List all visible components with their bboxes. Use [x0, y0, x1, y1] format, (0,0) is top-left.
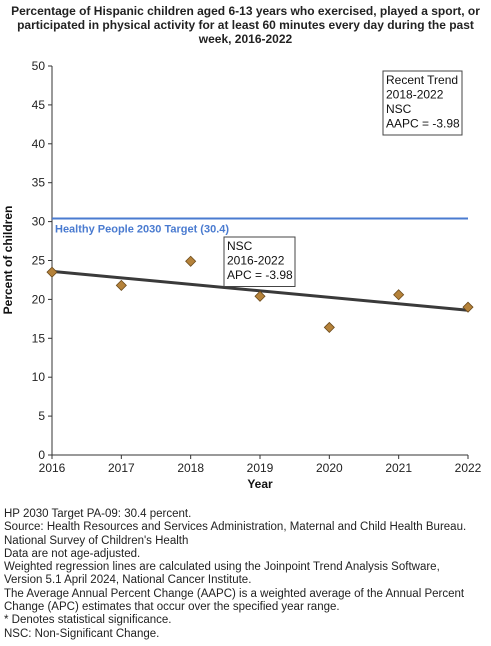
y-axis-title: Percent of children: [1, 206, 15, 315]
footnote-line: The Average Annual Percent Change (AAPC)…: [4, 587, 465, 600]
annotation-box: [382, 70, 463, 136]
y-tick-label: 10: [32, 370, 46, 384]
chart-area: 0 5 10 15 20 25 30 35 40 45 50 2016 2017 2018 2019 2020…: [1, 59, 482, 491]
chart-title-line: Percentage of Hispanic children aged 6-1…: [11, 4, 480, 18]
footnote-line: Data are not age-adjusted.: [4, 547, 141, 560]
annotation-box: [223, 236, 296, 287]
x-tick-label: 2018: [177, 461, 204, 475]
y-tick-label: 45: [32, 98, 46, 112]
annotation-text: APC = -3.98: [227, 268, 293, 282]
data-point: [462, 301, 474, 313]
x-tick-label: 2022: [455, 461, 482, 475]
footnote-line: NSC: Non-Significant Change.: [4, 627, 160, 640]
x-tick-label: 2016: [39, 461, 66, 475]
x-tick-label: 2017: [108, 461, 135, 475]
y-tick-label: 20: [32, 292, 46, 306]
footnote-line: Version 5.1 April 2024, National Cancer …: [4, 574, 252, 587]
data-point: [185, 255, 197, 267]
annotation-text: AAPC = -3.98: [386, 117, 460, 131]
data-point: [254, 290, 266, 302]
y-tick-label: 35: [32, 176, 46, 190]
data-point: [46, 266, 58, 278]
footnote-line: Source: Health Resources and Services Ad…: [4, 521, 467, 534]
y-tick-label: 50: [32, 59, 46, 73]
footnotes: HP 2030 Target PA-09: 30.4 percent. Sour…: [4, 508, 489, 641]
footnote-line: HP 2030 Target PA-09: 30.4 percent.: [4, 508, 192, 520]
x-tick-label: 2019: [247, 461, 274, 475]
axes: 0 5 10 15 20 25 30 35 40 45 50 2016 2017 2018 2019 2020…: [32, 59, 482, 475]
chart-title: Percentage of Hispanic children aged 6-1…: [0, 4, 491, 46]
target-label: Healthy People 2030 Target (30.4): [55, 223, 229, 235]
y-tick-label: 30: [32, 215, 46, 229]
y-tick-label: 15: [32, 331, 46, 345]
data-point: [393, 289, 405, 301]
footnote-line: * Denotes statistical significance.: [4, 614, 172, 627]
chart-title-line: week, 2016-2022: [198, 32, 293, 46]
annotation-text: 2016-2022: [227, 254, 285, 268]
x-tick-label: 2020: [316, 461, 343, 475]
y-tick-label: 40: [32, 137, 46, 151]
footnote-line: Change (APC) estimates that occur over t…: [4, 601, 340, 614]
annotation-text: NSC: [227, 239, 253, 253]
footnote-line: Weighted regression lines are calculated…: [4, 561, 440, 574]
y-tick-label: 25: [32, 254, 46, 268]
points-layer: [46, 255, 474, 333]
x-axis-title: Year: [247, 477, 273, 491]
y-tick-label: 0: [38, 448, 45, 462]
chart-title-line: participated in physical activity for at…: [17, 18, 474, 32]
y-tick-label: 5: [38, 409, 45, 423]
x-tick-label: 2021: [385, 461, 412, 475]
annotation-text: NSC: [386, 102, 412, 116]
data-point: [323, 321, 335, 333]
data-point: [115, 279, 127, 291]
annotation-text: 2018-2022: [386, 88, 444, 102]
footnote-line: National Survey of Children's Health: [4, 534, 189, 547]
annotation-text: Recent Trend: [386, 73, 458, 87]
target-layer: Healthy People 2030 Target (30.4): [52, 217, 468, 235]
